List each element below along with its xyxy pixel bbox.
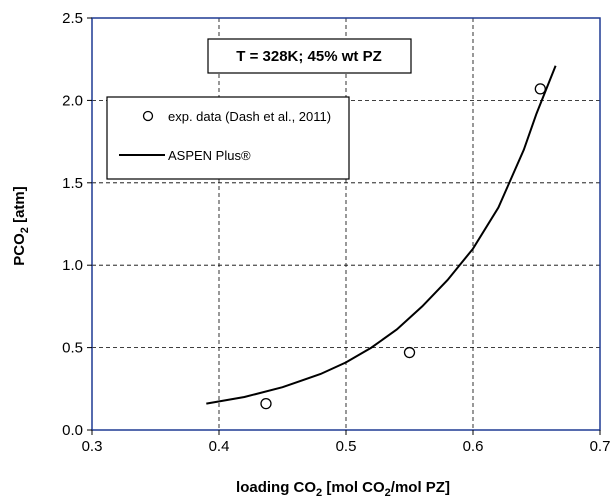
legend-box bbox=[106, 96, 350, 180]
legend-label-aspen: ASPEN Plus® bbox=[168, 148, 251, 163]
exp-data-point bbox=[534, 83, 546, 95]
legend: exp. data (Dash et al., 2011) ASPEN Plus… bbox=[106, 96, 350, 180]
x-tick-label: 0.3 bbox=[82, 438, 103, 455]
legend-marker-exp bbox=[142, 110, 154, 122]
aspen-plus-line bbox=[206, 65, 557, 405]
y-tick-label: 2.5 bbox=[62, 10, 83, 27]
y-tick-label: 0.5 bbox=[62, 340, 83, 357]
series-layer bbox=[206, 65, 557, 410]
y-axis-title: PCO2 [atm] bbox=[11, 186, 31, 265]
x-tick-label: 0.4 bbox=[209, 438, 230, 455]
y-tick-label: 0.0 bbox=[62, 422, 83, 439]
legend-label-exp: exp. data (Dash et al., 2011) bbox=[168, 109, 331, 124]
y-tick-label: 2.0 bbox=[62, 92, 83, 109]
annotation-box: T = 328K; 45% wt PZ bbox=[207, 38, 412, 74]
x-tick-label: 0.5 bbox=[336, 438, 357, 455]
grid-lines bbox=[92, 18, 600, 430]
y-tick-label: 1.0 bbox=[62, 257, 83, 274]
x-tick-label: 0.7 bbox=[590, 438, 611, 455]
axis-ticks: 0.3 0.4 0.5 0.6 0.7 0.0 0.5 1.0 1.5 2.0 2.5 bbox=[62, 10, 610, 455]
annotation-text: T = 328K; 45% wt PZ bbox=[236, 48, 381, 65]
x-axis-title: loading CO2 [mol CO2/mol PZ] bbox=[236, 479, 450, 497]
exp-data-point bbox=[260, 397, 272, 410]
x-tick-label: 0.6 bbox=[463, 438, 484, 455]
y-tick-label: 1.5 bbox=[62, 175, 83, 192]
exp-data-point bbox=[403, 346, 416, 359]
